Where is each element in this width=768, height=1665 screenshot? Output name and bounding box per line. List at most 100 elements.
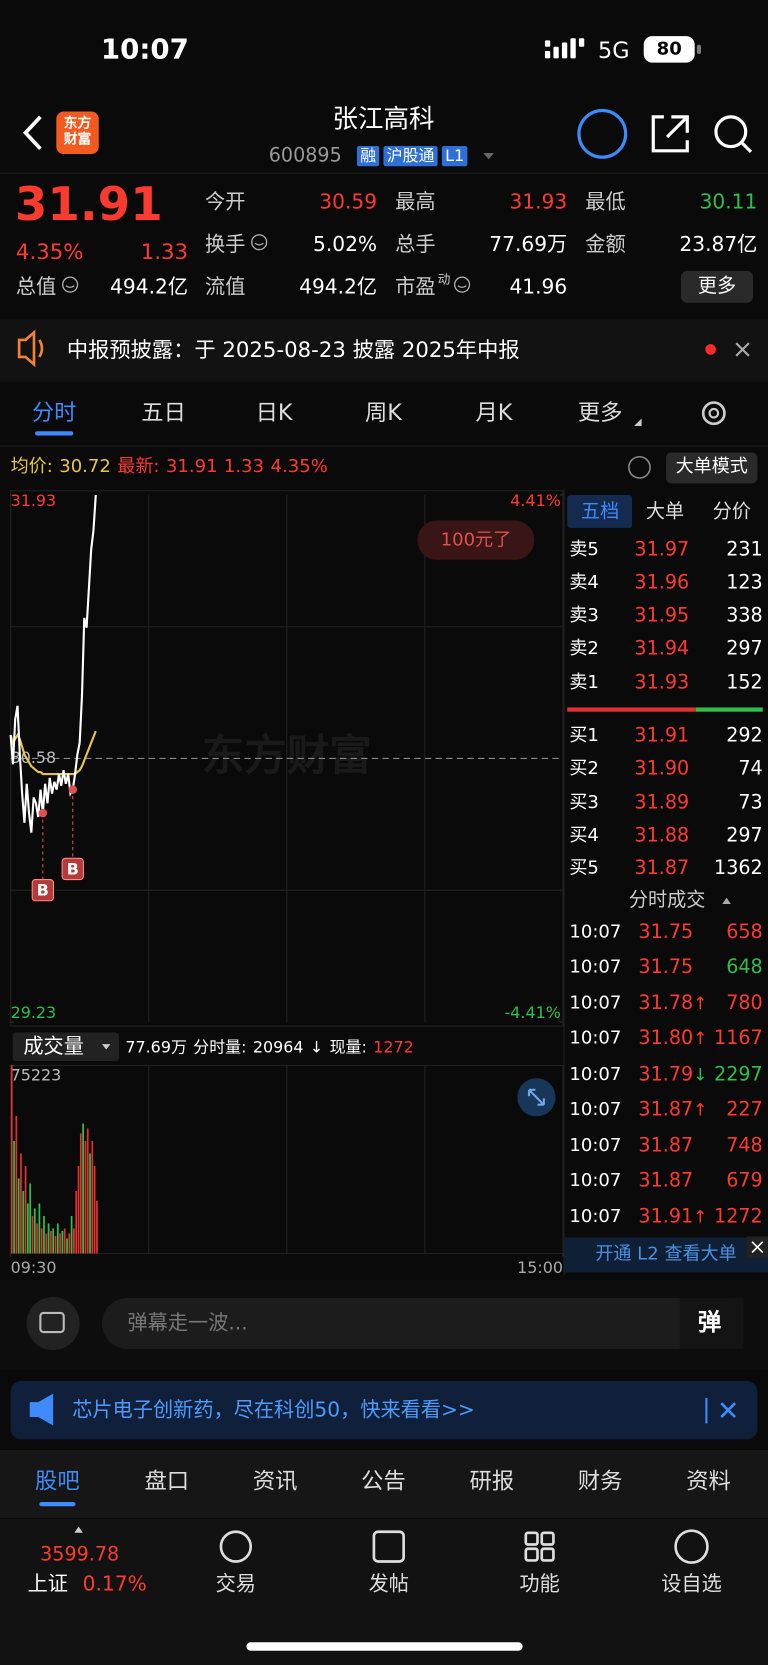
barrage-icon[interactable] bbox=[26, 1296, 80, 1351]
settings-button[interactable] bbox=[701, 401, 726, 426]
volume-bar bbox=[70, 1215, 73, 1254]
volume-bar bbox=[43, 1215, 45, 1254]
ad-banner[interactable] bbox=[10, 1380, 758, 1440]
trade-price: 31.79↓ bbox=[638, 1065, 707, 1084]
volume-bar bbox=[84, 1140, 87, 1254]
volume-bar bbox=[38, 1203, 41, 1254]
volume-bar bbox=[82, 1123, 84, 1254]
trade-arrow: ↑ bbox=[693, 1028, 708, 1049]
trade-vol: 1272 bbox=[714, 1205, 763, 1228]
ad-text[interactable]: 芯片电子创新药，尽在科创50，快来看看>> bbox=[72, 1398, 475, 1422]
volume-bar bbox=[73, 1228, 75, 1254]
volume-bar bbox=[91, 1140, 94, 1254]
field-label: 总手 bbox=[395, 233, 436, 257]
barrage-placeholder: 弹幕走一波... bbox=[127, 1311, 248, 1335]
volume-period-label: 分时量: bbox=[193, 1037, 247, 1057]
field-label: 最高 bbox=[395, 190, 436, 215]
trade-price: 31.80↑ bbox=[638, 1029, 707, 1048]
speaker-icon bbox=[17, 329, 44, 368]
bottom-tab[interactable]: 盘口 bbox=[144, 1468, 190, 1495]
share-button[interactable] bbox=[651, 115, 689, 153]
nav-item[interactable]: 发帖 bbox=[368, 1572, 409, 1597]
ad-close[interactable] bbox=[720, 1402, 737, 1418]
trade-price-value: 31.79 bbox=[638, 1063, 694, 1086]
barrage-input[interactable] bbox=[101, 1298, 744, 1350]
x-tick-label: 09:30 bbox=[11, 1258, 57, 1277]
trade-time: 10:07 bbox=[569, 1063, 622, 1086]
bottom-tab[interactable]: 财务 bbox=[577, 1468, 623, 1495]
buy-marker-label: B bbox=[67, 859, 79, 878]
mode-label[interactable]: 大单模式 bbox=[675, 456, 748, 478]
notice-dot bbox=[705, 344, 716, 355]
mode-button[interactable] bbox=[666, 452, 758, 484]
trades-toggle[interactable] bbox=[722, 897, 731, 904]
trade-price: 31.91↑ bbox=[638, 1206, 708, 1227]
stock-tag: L1 bbox=[441, 146, 468, 167]
trade-time: 10:07 bbox=[569, 956, 622, 978]
search-handle bbox=[740, 141, 753, 154]
l2-banner[interactable] bbox=[564, 1237, 768, 1273]
volume-bar bbox=[79, 1133, 82, 1254]
more-button[interactable] bbox=[680, 270, 754, 303]
chart-tab[interactable]: 分时 bbox=[31, 399, 77, 426]
bottom-tab[interactable]: 股吧 bbox=[35, 1468, 80, 1495]
nav-item[interactable]: 设自选 bbox=[661, 1572, 722, 1597]
expand-icon bbox=[527, 1088, 545, 1106]
book-label: 卖4 bbox=[569, 572, 599, 594]
book-tab[interactable]: 五档 bbox=[581, 500, 620, 523]
chart-tab[interactable]: 周K bbox=[364, 399, 402, 426]
volume-now: 1272 bbox=[373, 1037, 414, 1057]
book-tab[interactable]: 大单 bbox=[645, 500, 685, 523]
stock-tag: 沪股通 bbox=[383, 146, 438, 167]
barrage-send[interactable] bbox=[679, 1298, 744, 1350]
battery bbox=[643, 36, 695, 63]
ai-button[interactable] bbox=[577, 108, 628, 159]
trade-price: 31.87↑ bbox=[638, 1100, 707, 1119]
book-tab[interactable]: 分价 bbox=[712, 500, 752, 523]
l2-banner-text[interactable]: 开通 L2 查看大单 bbox=[595, 1243, 737, 1265]
chart-tab[interactable]: 月K bbox=[475, 399, 513, 426]
book-vol: 292 bbox=[726, 724, 763, 747]
price-line bbox=[9, 494, 97, 833]
search-button[interactable] bbox=[714, 115, 748, 149]
nav-item[interactable]: 功能 bbox=[519, 1572, 560, 1597]
volume-bar bbox=[22, 1190, 25, 1254]
chart-tab[interactable]: 日K bbox=[255, 399, 293, 426]
book-label: 卖1 bbox=[569, 671, 599, 694]
volume-bar bbox=[56, 1223, 59, 1254]
volume-selector[interactable] bbox=[12, 1032, 119, 1062]
bottom-tab[interactable]: 公告 bbox=[361, 1468, 406, 1495]
trade-vol: 227 bbox=[726, 1098, 763, 1121]
index-name: 上证 bbox=[27, 1572, 68, 1597]
book-price: 31.89 bbox=[634, 791, 690, 814]
dropdown-arrow[interactable] bbox=[483, 152, 494, 160]
volume-label[interactable]: 成交量 bbox=[23, 1035, 84, 1059]
l2-close-x bbox=[751, 1241, 764, 1253]
logo-text: 东方财富 bbox=[63, 115, 92, 148]
trade-arrow: ↑ bbox=[693, 1206, 708, 1227]
bottom-tab-underline bbox=[39, 1502, 76, 1507]
volume-bar bbox=[24, 1165, 27, 1254]
trade-price-value: 31.87 bbox=[638, 1169, 694, 1192]
x-tick-label: 15:00 bbox=[517, 1258, 563, 1277]
chart-tab[interactable]: 更多 bbox=[577, 399, 623, 426]
barrage-button[interactable]: 弹 bbox=[697, 1309, 722, 1337]
trade-arrow: ↑ bbox=[693, 993, 708, 1014]
volume-bar bbox=[36, 1223, 38, 1254]
bottom-tab[interactable]: 研报 bbox=[469, 1468, 515, 1495]
bottom-tab[interactable]: 资讯 bbox=[252, 1468, 298, 1495]
book-label: 卖5 bbox=[569, 539, 599, 561]
notice-text: 中报预披露：于 2025-08-23 披露 2025年中报 bbox=[66, 336, 520, 363]
back-button[interactable] bbox=[22, 115, 42, 150]
help-icon[interactable] bbox=[628, 455, 651, 479]
chart-tab[interactable]: 五日 bbox=[141, 399, 186, 426]
signal-icon bbox=[544, 38, 585, 59]
bottom-tab[interactable]: 资料 bbox=[686, 1468, 731, 1495]
field-label: 最低 bbox=[585, 190, 626, 215]
more-label[interactable]: 更多 bbox=[697, 275, 737, 298]
nav-item[interactable]: 交易 bbox=[215, 1572, 257, 1597]
info-icon-glyph bbox=[254, 242, 264, 246]
notice-close[interactable] bbox=[735, 342, 750, 357]
price-line bbox=[9, 730, 97, 776]
